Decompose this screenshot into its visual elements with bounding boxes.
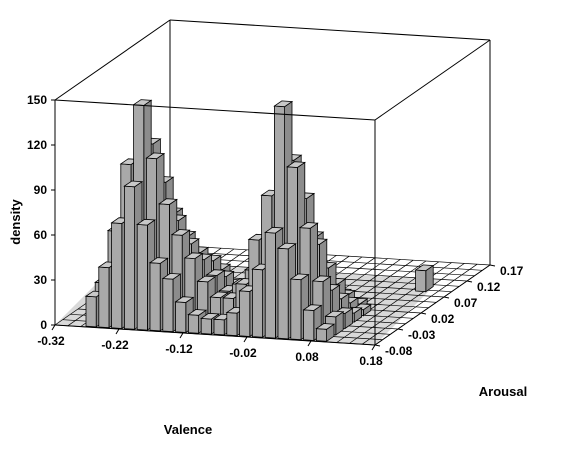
y-tick-label: -0.03 (408, 328, 436, 342)
bar-top-face (273, 100, 294, 108)
y-tick-mark (489, 264, 496, 267)
bar-front-face (187, 314, 200, 334)
bar-front-face (226, 312, 238, 337)
y-tick-mark (420, 312, 427, 315)
bar-top-face (315, 323, 336, 330)
bar-top-face (286, 161, 306, 168)
y-tick-label: 0.07 (454, 296, 478, 310)
bounding-box-front (54, 99, 491, 346)
bar-front-face (111, 222, 123, 329)
bar-front-face (415, 269, 427, 293)
x-tick-mark (51, 324, 56, 331)
bar-front-face (251, 268, 264, 338)
bar-top-face (183, 252, 204, 260)
x-tick-mark (243, 336, 248, 343)
bar-top-face (174, 296, 195, 303)
y-tick-label: 0.12 (477, 280, 501, 294)
histogram-bar (174, 296, 195, 334)
z-tick-label: 150 (27, 93, 47, 107)
bar-top-face (324, 310, 345, 318)
bar-top-face (158, 198, 178, 205)
histogram-bar (315, 323, 336, 343)
x-tick-label: 0.18 (359, 354, 383, 368)
x-tick-mark (179, 332, 184, 339)
x-tick-label: -0.02 (229, 346, 257, 360)
bar-front-face (277, 247, 289, 340)
y-axis-title: Arousal (479, 384, 527, 399)
bar-top-face (311, 275, 332, 283)
y-tick-mark (397, 328, 404, 331)
bar-front-face (98, 266, 110, 329)
x-axis-ticks: -0.32 -0.22 -0.12 -0.02 0.08 0.18 (37, 324, 383, 368)
y-axis-ticks: -0.08 -0.03 0.02 0.07 0.12 0.17 (374, 264, 524, 358)
bar-front-face (315, 328, 328, 342)
bar-top-face (136, 218, 156, 226)
bar-front-face (303, 309, 315, 341)
bar-top-face (200, 312, 220, 320)
bar-top-face (161, 272, 182, 280)
bar-top-face (209, 291, 230, 299)
bar-top-face (205, 269, 226, 276)
y-tick-mark (466, 280, 473, 283)
y-tick-mark (443, 296, 450, 299)
bar-top-face (196, 275, 217, 283)
bar-top-face (289, 273, 310, 281)
z-tick-label: 30 (34, 273, 48, 287)
bar-front-face (136, 223, 148, 331)
bars-layer (84, 99, 435, 343)
bar-front-face (85, 295, 97, 328)
bar-top-face (148, 257, 169, 264)
z-tick-label: 90 (34, 183, 48, 197)
z-axis-ticks: 0 30 60 90 120 150 (27, 93, 55, 332)
bar-top-face (170, 229, 191, 236)
bar-top-face (145, 152, 166, 160)
bar-top-face (187, 309, 208, 316)
bar-front-face (290, 278, 302, 341)
z-axis-title: density (8, 198, 23, 244)
x-tick-label: -0.32 (37, 334, 65, 348)
bar-top-face (123, 180, 144, 188)
z-tick-label: 0 (40, 318, 47, 332)
x-tick-label: 0.08 (295, 350, 319, 364)
bar-front-face (149, 262, 161, 332)
histogram-bar (414, 264, 435, 293)
bar-top-face (264, 226, 284, 234)
bar-front-face (213, 318, 225, 336)
bar-front-face (124, 185, 136, 330)
x-tick-mark (371, 344, 376, 351)
bar-front-face (200, 317, 212, 335)
bar-front-face (239, 290, 251, 337)
x-tick-mark (115, 328, 120, 335)
x-tick-mark (307, 340, 312, 347)
x-axis-title: Valence (164, 422, 212, 437)
x-tick-label: -0.12 (165, 342, 193, 356)
bar-top-face (414, 264, 435, 272)
floor-grid-line-x (362, 263, 478, 345)
z-tick-label: 60 (34, 228, 48, 242)
floor-grid-line-x (349, 263, 465, 344)
y-tick-label: 0.02 (431, 312, 455, 326)
floor-grid-line-y (169, 244, 491, 266)
bar-top-face (302, 304, 323, 311)
bar-top-face (276, 242, 297, 250)
y-tick-label: -0.08 (385, 344, 413, 358)
bar-front-face (162, 278, 174, 333)
bar-top-face (298, 222, 319, 229)
y-tick-label: 0.17 (500, 264, 524, 278)
bar-front-face (175, 301, 187, 333)
y-tick-mark (374, 344, 381, 347)
x-tick-label: -0.22 (101, 338, 129, 352)
bar-front-face (264, 231, 276, 339)
z-tick-label: 120 (27, 138, 47, 152)
